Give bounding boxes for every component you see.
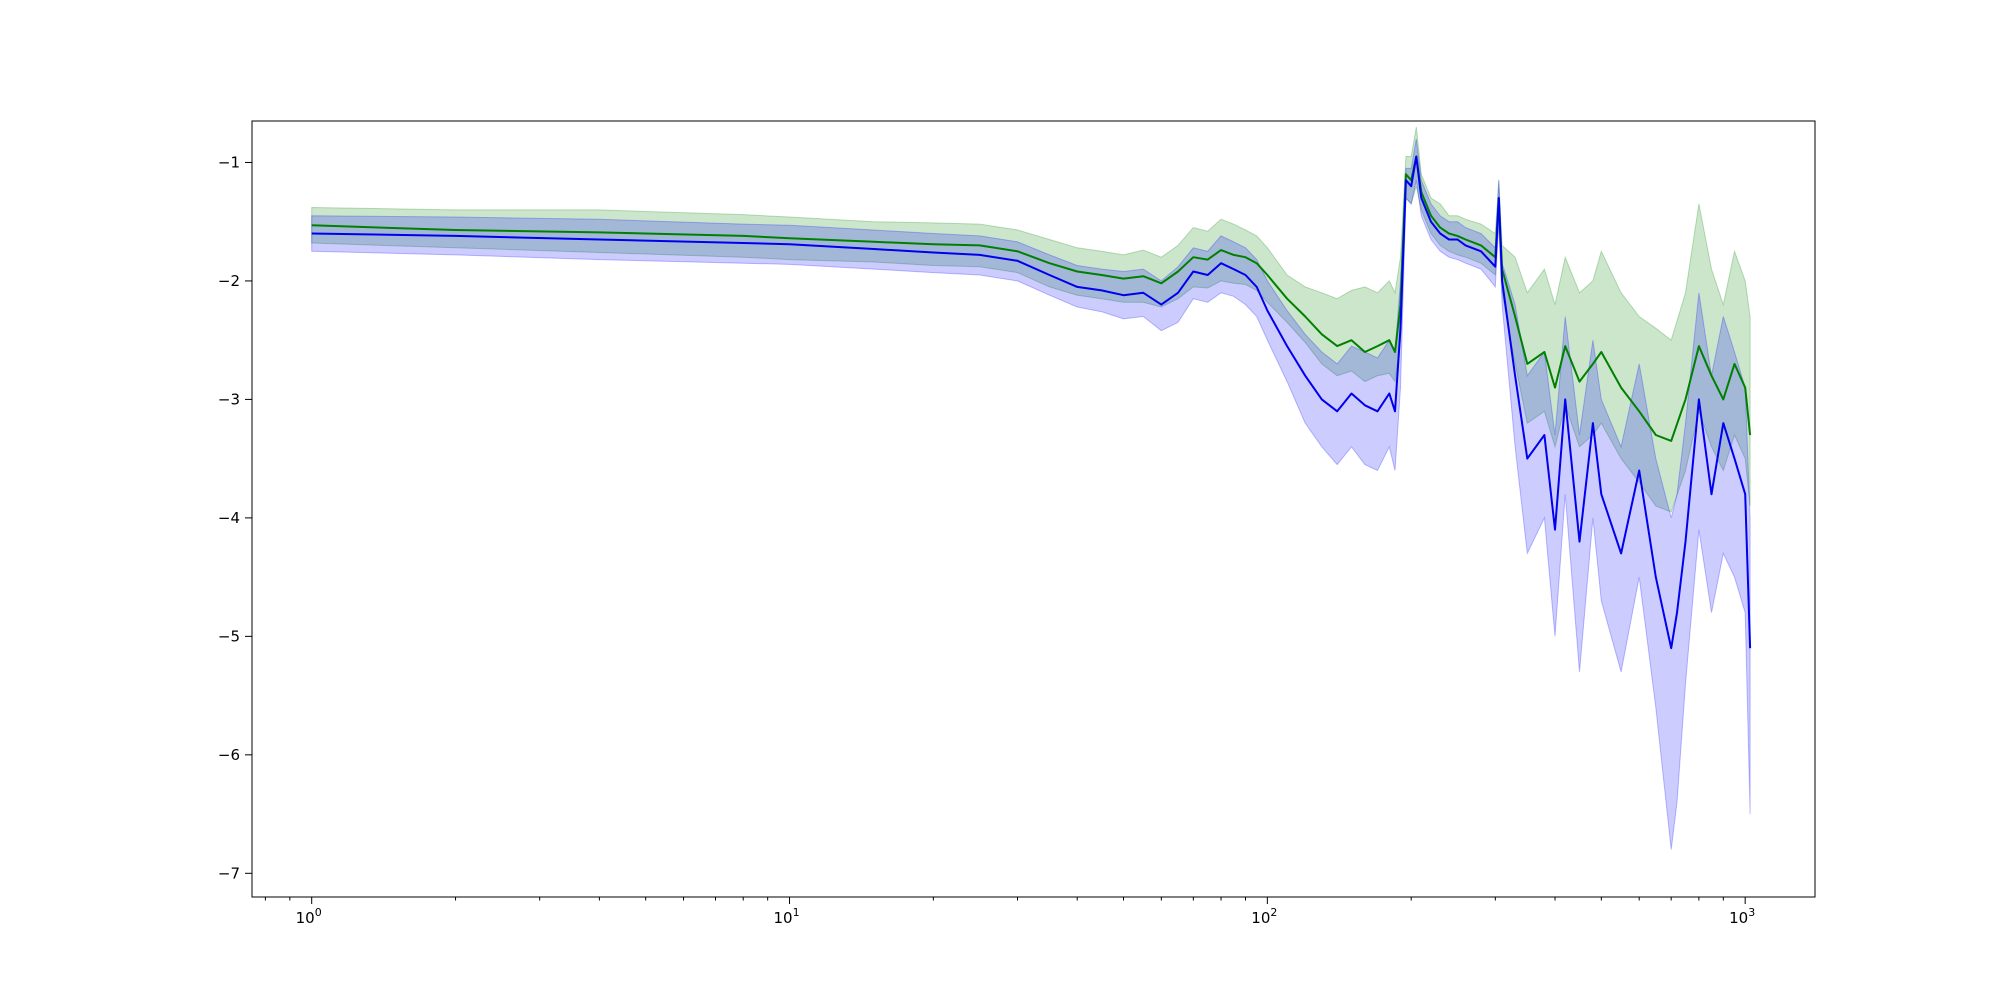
y-tick-label: −2 bbox=[218, 272, 240, 290]
x-tick-label: 101 bbox=[773, 906, 799, 927]
confidence-bands bbox=[311, 126, 1751, 850]
series-1-line bbox=[311, 155, 1752, 650]
y-tick-label: −1 bbox=[218, 153, 240, 171]
x-axis: 100 101 102 103 bbox=[264, 897, 1755, 927]
plot-area bbox=[311, 126, 1752, 850]
series-0-band bbox=[311, 126, 1751, 513]
y-tick-label: −5 bbox=[218, 627, 240, 645]
y-tick-label: −3 bbox=[218, 390, 240, 408]
y-tick-label: −7 bbox=[218, 864, 240, 882]
series-lines bbox=[311, 155, 1752, 650]
y-tick-label: −6 bbox=[218, 746, 240, 764]
y-tick-label: −4 bbox=[218, 509, 240, 527]
y-axis: −1 −2 −3 −4 −5 −6 −7 bbox=[218, 153, 252, 882]
x-tick-label: 100 bbox=[296, 906, 322, 927]
series-1-band bbox=[311, 138, 1751, 850]
axes-frame bbox=[251, 120, 1816, 898]
x-tick-label: 102 bbox=[1251, 906, 1277, 927]
x-tick-label: 103 bbox=[1729, 906, 1755, 927]
